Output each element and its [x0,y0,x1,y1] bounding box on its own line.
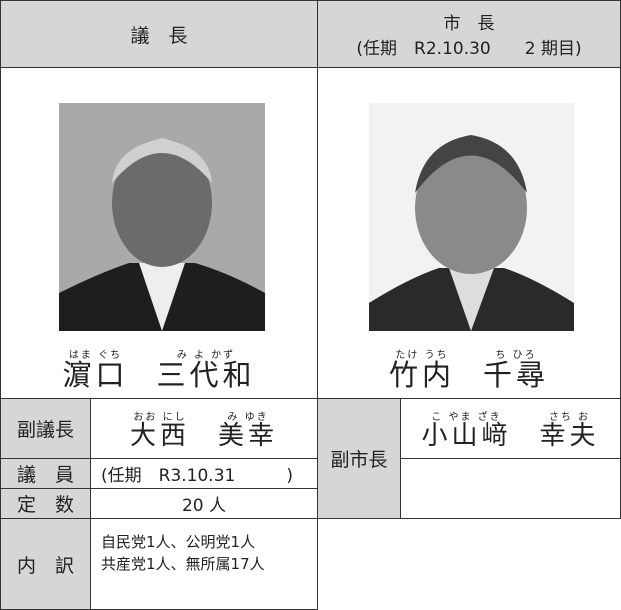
vice-chair-name: おお にし 大西み ゆき 美幸 [130,408,278,449]
furigana: ち ひろ [495,350,537,361]
vice-mayor-name: こ やま ざき 小山﨑 さち お幸夫 [421,408,599,449]
label-cell: 定 数 [0,488,91,519]
chair-photo [59,103,265,331]
header-chair: 議 長 [130,24,188,47]
vice-chair-label: 副議長 [16,419,74,441]
kanji: 竹内 [388,358,455,392]
empty-cell [400,458,621,519]
name-part: み よ かず 三代和 [157,346,256,390]
vice-mayor-label: 副市長 [330,449,388,471]
kanji: 大西 [129,421,190,451]
name-part: さち お幸夫 [540,408,600,449]
breakdown-line: 自民党1人、公明党1人 [101,533,256,551]
label-cell: 議 員 [0,458,91,489]
furigana: たけ うち [395,350,449,361]
kanji: 千尋 [483,358,550,392]
header-mayor: 市 長 [443,14,495,34]
kanji: 三代和 [156,358,256,392]
header-cell: 市 長 (任期 R2.10.30 2 期目) [317,0,621,68]
label-cell: 副市長 [317,398,401,519]
mayor-term: (任期 R2.10.30 2 期目) [356,39,582,59]
furigana: み ゆき [227,412,269,423]
furigana: み よ かず [176,350,236,361]
breakdown-line: 共産党1人、無所属17人 [101,555,265,573]
capacity-value: 20 人 [181,496,227,516]
name-part: こ やま ざき 小山﨑 [421,408,511,449]
label-cell: 副議長 [0,398,91,459]
name-cell: おお にし 大西み ゆき 美幸 [90,398,318,459]
name-part: はま ぐち 濵口 [62,346,128,390]
chair-name: はま ぐち 濵口み よ かず 三代和 [62,346,255,390]
furigana: こ やま ざき [431,412,502,423]
kanji: 濵口 [62,358,129,392]
name-part: ち ひろ 千尋 [483,346,549,390]
header-cell: 議 長 [0,0,318,68]
breakdown-label: 内 訳 [16,554,74,577]
members-term: (任期 R3.10.31 ) [101,466,293,486]
label-cell: 内 訳 [0,518,91,610]
furigana: さち お [548,412,591,423]
furigana: はま ぐち [68,350,123,361]
value-cell: 20 人 [90,488,318,519]
value-cell: 自民党1人、公明党1人 共産党1人、無所属17人 [90,518,318,610]
value-cell: (任期 R3.10.31 ) [90,458,318,489]
furigana: おお にし [133,412,187,423]
kanji: 美幸 [218,421,279,451]
name-part: み ゆき 美幸 [218,408,278,449]
capacity-label: 定 数 [16,494,74,516]
name-cell: こ やま ざき 小山﨑 さち お幸夫 [400,398,621,459]
mayor-name: たけ うち 竹内ち ひろ 千尋 [389,346,549,390]
kanji: 幸夫 [539,421,600,451]
kanji: 小山﨑 [421,421,512,451]
members-label: 議 員 [16,464,74,486]
name-part: おお にし 大西 [130,408,190,449]
mayor-photo [369,103,574,331]
name-part: たけ うち 竹内 [389,346,455,390]
